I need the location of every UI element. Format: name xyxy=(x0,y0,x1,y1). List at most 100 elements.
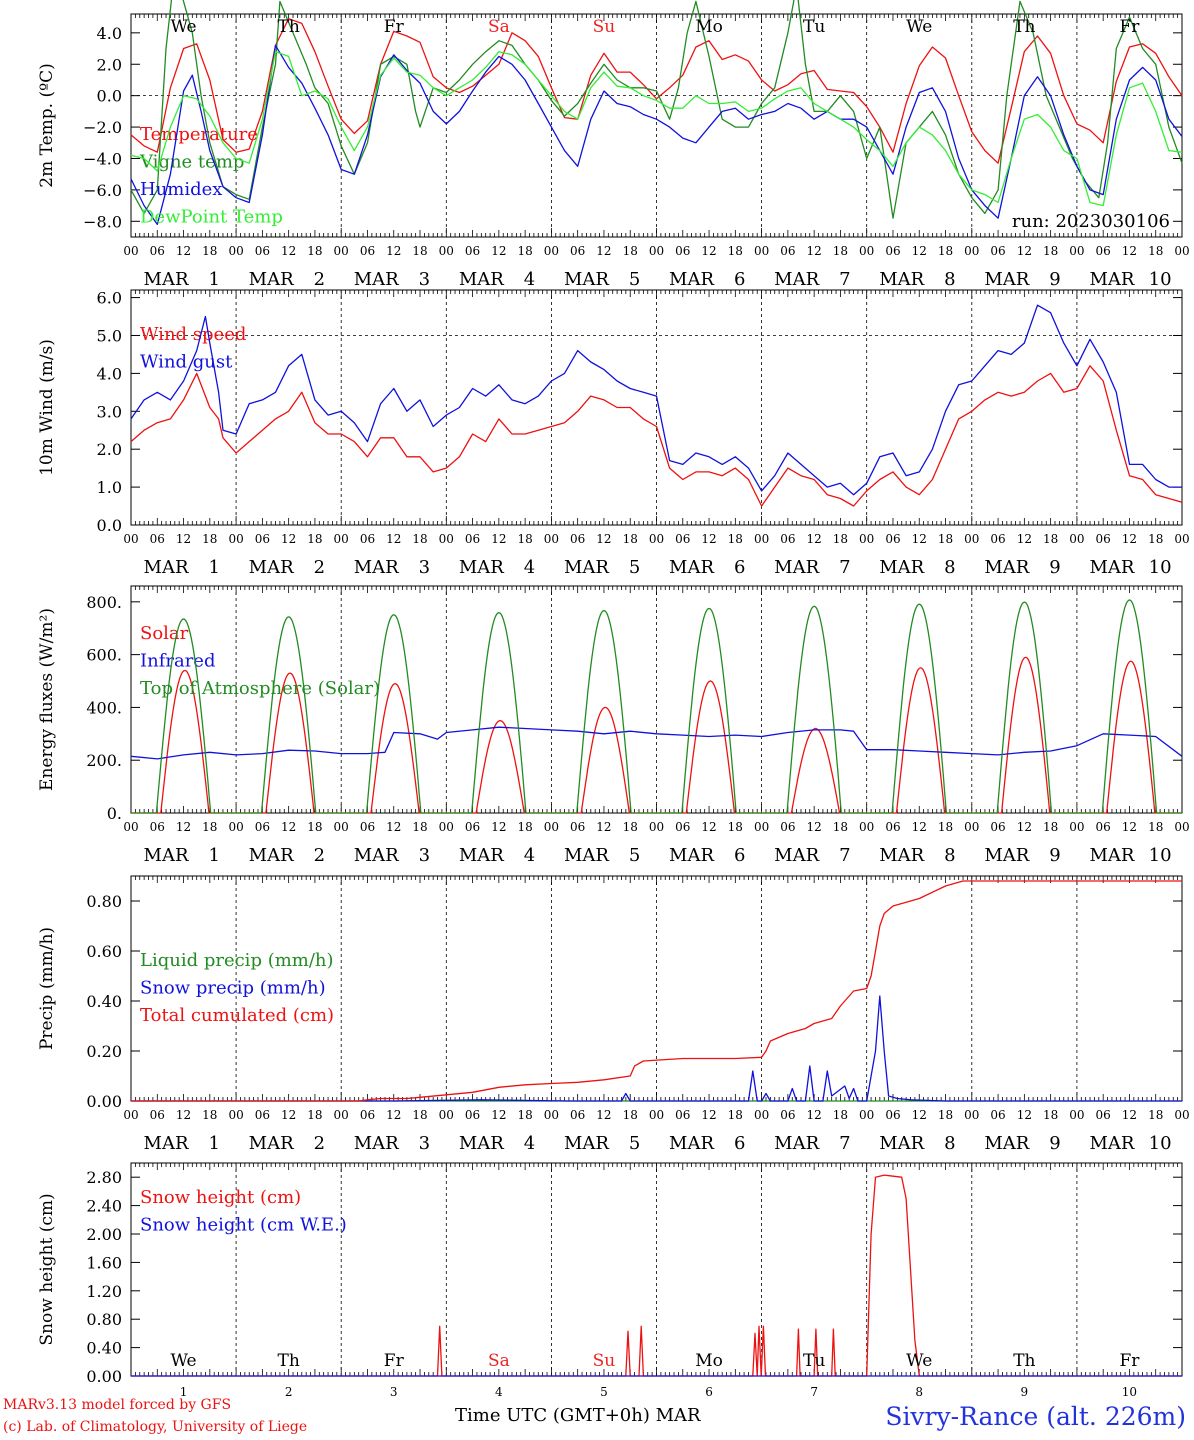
y-tick-label: 0.80 xyxy=(86,892,122,911)
weekday-label: Sa xyxy=(488,17,510,37)
x-axis-month: MAR xyxy=(655,1405,701,1426)
y-axis-label: Snow height (cm) xyxy=(37,1193,57,1345)
panel-5: 2.80 2.40 2.00 1.60 1.20 0.80 0.40 0.00 Snow hei… xyxy=(37,1162,1183,1399)
weekday-label: We xyxy=(906,17,932,37)
hour-label: 18 xyxy=(517,820,532,834)
hour-label: 18 xyxy=(307,1108,322,1122)
hour-label: 18 xyxy=(1148,532,1163,546)
y-tick-label: −6.0 xyxy=(83,181,122,200)
hour-label: 12 xyxy=(176,244,191,258)
hour-label: 18 xyxy=(517,532,532,546)
series-top-of-atmosphere-solar xyxy=(131,599,1182,814)
hour-label: 12 xyxy=(386,1108,401,1122)
legend-entry: Vigne temp xyxy=(139,152,244,173)
hour-label: 12 xyxy=(491,1108,506,1122)
y-tick-label: 2.00 xyxy=(86,1225,122,1244)
date-label: 1 xyxy=(208,845,219,866)
hour-label: 12 xyxy=(1122,244,1137,258)
month-label: MAR xyxy=(669,557,714,578)
weekday-label: Fr xyxy=(1119,1351,1140,1371)
hour-label: 18 xyxy=(623,244,638,258)
date-label: 7 xyxy=(839,845,850,866)
date-label: 8 xyxy=(944,269,955,290)
date-label: 4 xyxy=(524,1133,535,1154)
hour-label: 12 xyxy=(701,532,716,546)
hour-label: 06 xyxy=(780,532,795,546)
y-tick-label: 4.0 xyxy=(97,24,122,43)
y-tick-label: 0.40 xyxy=(86,1339,122,1358)
month-label: MAR xyxy=(354,557,399,578)
hour-label: 06 xyxy=(570,244,585,258)
hour-label: 12 xyxy=(596,244,611,258)
hour-label: 12 xyxy=(1122,532,1137,546)
date-label: 6 xyxy=(734,557,745,578)
hour-label: 00 xyxy=(334,244,349,258)
y-tick-label: 2.0 xyxy=(97,55,122,74)
hour-label: 18 xyxy=(938,1108,953,1122)
day-number: 2 xyxy=(285,1385,293,1399)
legend-entry: Humidex xyxy=(140,179,222,200)
hour-label: 12 xyxy=(912,244,927,258)
month-label: MAR xyxy=(774,557,819,578)
hour-label: 18 xyxy=(623,532,638,546)
x-axis-label: Time UTC (GMT+0h) MAR xyxy=(455,1405,701,1426)
month-label: MAR xyxy=(879,845,924,866)
date-label: 3 xyxy=(419,1133,430,1154)
hour-label: 00 xyxy=(964,532,979,546)
hour-label: 00 xyxy=(1069,532,1084,546)
hour-label: 18 xyxy=(1043,532,1058,546)
hour-label: 00 xyxy=(439,244,454,258)
y-tick-label: 0.60 xyxy=(86,942,122,961)
hour-label: 00 xyxy=(859,532,874,546)
y-axis-label: 10m Wind (m/s) xyxy=(37,339,57,476)
panel-2: 6.0 5.0 4.0 3.0 2.0 1.0 0.0 10m Wind (m/s) Wind … xyxy=(37,289,1190,578)
month-label: MAR xyxy=(564,557,609,578)
hour-label: 18 xyxy=(202,532,217,546)
hour-label: 18 xyxy=(833,1108,848,1122)
hour-label: 06 xyxy=(360,820,375,834)
hour-label: 12 xyxy=(912,532,927,546)
month-label: MAR xyxy=(564,1133,609,1154)
month-label: MAR xyxy=(564,845,609,866)
date-label: 8 xyxy=(944,845,955,866)
hour-label: 00 xyxy=(859,820,874,834)
weekday-label: Th xyxy=(278,1351,300,1371)
hour-label: 00 xyxy=(228,532,243,546)
hour-label: 18 xyxy=(307,820,322,834)
date-label: 5 xyxy=(629,845,640,866)
hour-label: 12 xyxy=(176,1108,191,1122)
day-number: 7 xyxy=(810,1385,818,1399)
y-tick-label: 0.00 xyxy=(86,1092,122,1111)
date-label: 2 xyxy=(314,845,325,866)
date-label: 7 xyxy=(839,1133,850,1154)
hour-label: 12 xyxy=(1017,532,1032,546)
month-label: MAR xyxy=(984,845,1029,866)
hour-label: 12 xyxy=(176,532,191,546)
hour-label: 00 xyxy=(544,1108,559,1122)
weekday-label: Th xyxy=(1013,1351,1035,1371)
hour-label: 00 xyxy=(1174,532,1189,546)
hour-label: 06 xyxy=(360,1108,375,1122)
y-tick-label: 1.0 xyxy=(97,478,122,497)
month-label: MAR xyxy=(459,845,504,866)
y-tick-label: 2.0 xyxy=(97,440,122,459)
hour-label: 18 xyxy=(1148,820,1163,834)
hour-label: 06 xyxy=(675,532,690,546)
plot-frame xyxy=(130,13,1183,238)
month-label: MAR xyxy=(1089,557,1134,578)
legend-entry: Wind speed xyxy=(140,324,246,345)
weekday-label: Fr xyxy=(384,17,405,37)
y-tick-label: −8.0 xyxy=(83,212,122,231)
y-tick-label: 0.20 xyxy=(86,1042,122,1061)
y-tick-label: 0.00 xyxy=(86,1367,122,1386)
weekday-label: Mo xyxy=(695,1351,723,1371)
date-label: 2 xyxy=(314,269,325,290)
month-label: MAR xyxy=(249,1133,294,1154)
run-label: run: 2023030106 xyxy=(1012,211,1170,232)
month-label: MAR xyxy=(984,269,1029,290)
series-snow-precip-mm-h xyxy=(131,995,1182,1102)
month-label: MAR xyxy=(144,845,189,866)
hour-label: 12 xyxy=(1017,1108,1032,1122)
month-label: MAR xyxy=(1089,845,1134,866)
panel-3: 800. 600. 400. 200. 0. Energy fluxes (W/m²) So… xyxy=(37,585,1190,866)
